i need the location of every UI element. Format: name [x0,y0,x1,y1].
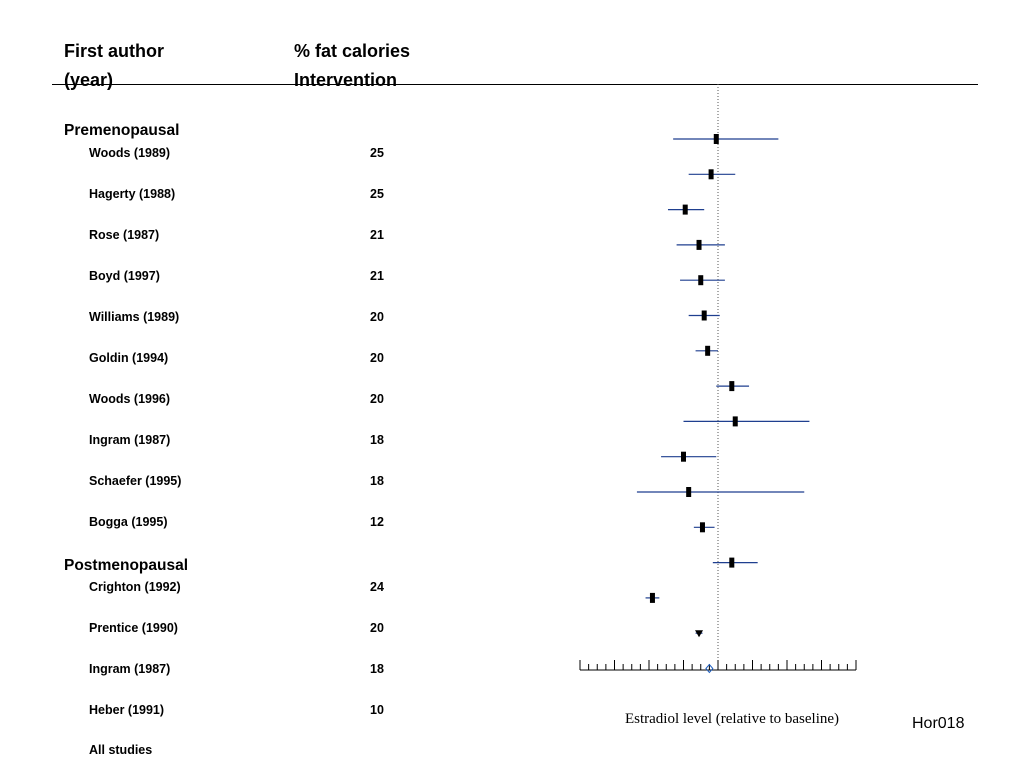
all-studies-label: All studies [89,743,153,757]
study-name: Crighton (1992) [89,580,181,594]
point-estimate-marker [698,275,704,286]
point-estimate-marker [695,630,704,638]
group-premenopausal: Premenopausal [64,122,180,139]
point-estimate-marker [681,451,686,462]
study-name: Hagerty (1988) [89,187,176,201]
study-name: Rose (1987) [89,228,160,242]
study-pct: 10 [370,703,384,717]
study-pct: 21 [370,228,384,242]
intervention-label: Intervention [294,70,398,90]
study-pct: 20 [370,392,384,406]
point-estimate-marker [729,381,735,392]
study-name: Woods (1996) [89,392,171,406]
point-estimate-marker [729,557,735,568]
point-estimate-marker [713,134,719,144]
header-divider [52,84,978,85]
study-pct: 24 [370,580,384,594]
study-pct: 20 [370,310,384,324]
study-pct: 12 [370,515,384,529]
first-author-label: First author [64,41,165,61]
fat-calories-header: % fat calories Intervention [294,37,410,95]
point-estimate-marker [708,169,714,180]
study-name: Bogga (1995) [89,515,168,529]
study-pct: 18 [370,662,384,676]
first-author-header: First author (year) [64,37,164,95]
point-estimate-marker [732,416,738,427]
fat-calories-label: % fat calories [294,41,411,61]
point-estimate-marker [701,310,707,321]
point-estimate-marker [705,345,711,356]
x-axis-label: Estradiol level (relative to baseline) [624,711,840,727]
point-estimate-marker [699,522,705,533]
slide-code: Hor018 [912,715,965,732]
study-pct: 25 [370,146,384,160]
study-name: Boyd (1997) [89,269,160,283]
study-name: Ingram (1987) [89,662,171,676]
study-pct: 21 [370,269,384,283]
point-estimate-marker [682,204,688,215]
point-estimate-marker [696,239,702,250]
group-postmenopausal: Postmenopausal [64,557,189,574]
study-pct: 18 [370,474,384,488]
study-name: Ingram (1987) [89,433,171,447]
study-name: Heber (1991) [89,703,165,717]
point-estimate-marker [649,592,655,603]
year-label: (year) [64,70,114,90]
study-name: Goldin (1994) [89,351,169,365]
study-pct: 18 [370,433,384,447]
study-pct: 20 [370,351,384,365]
study-pct: 25 [370,187,384,201]
study-name: Prentice (1990) [89,621,178,635]
study-pct: 20 [370,621,384,635]
study-name: Williams (1989) [89,310,180,324]
study-name: Schaefer (1995) [89,474,182,488]
point-estimate-marker [686,487,692,497]
pooled-estimate-diamond [705,663,714,674]
study-name: Woods (1989) [89,146,171,160]
